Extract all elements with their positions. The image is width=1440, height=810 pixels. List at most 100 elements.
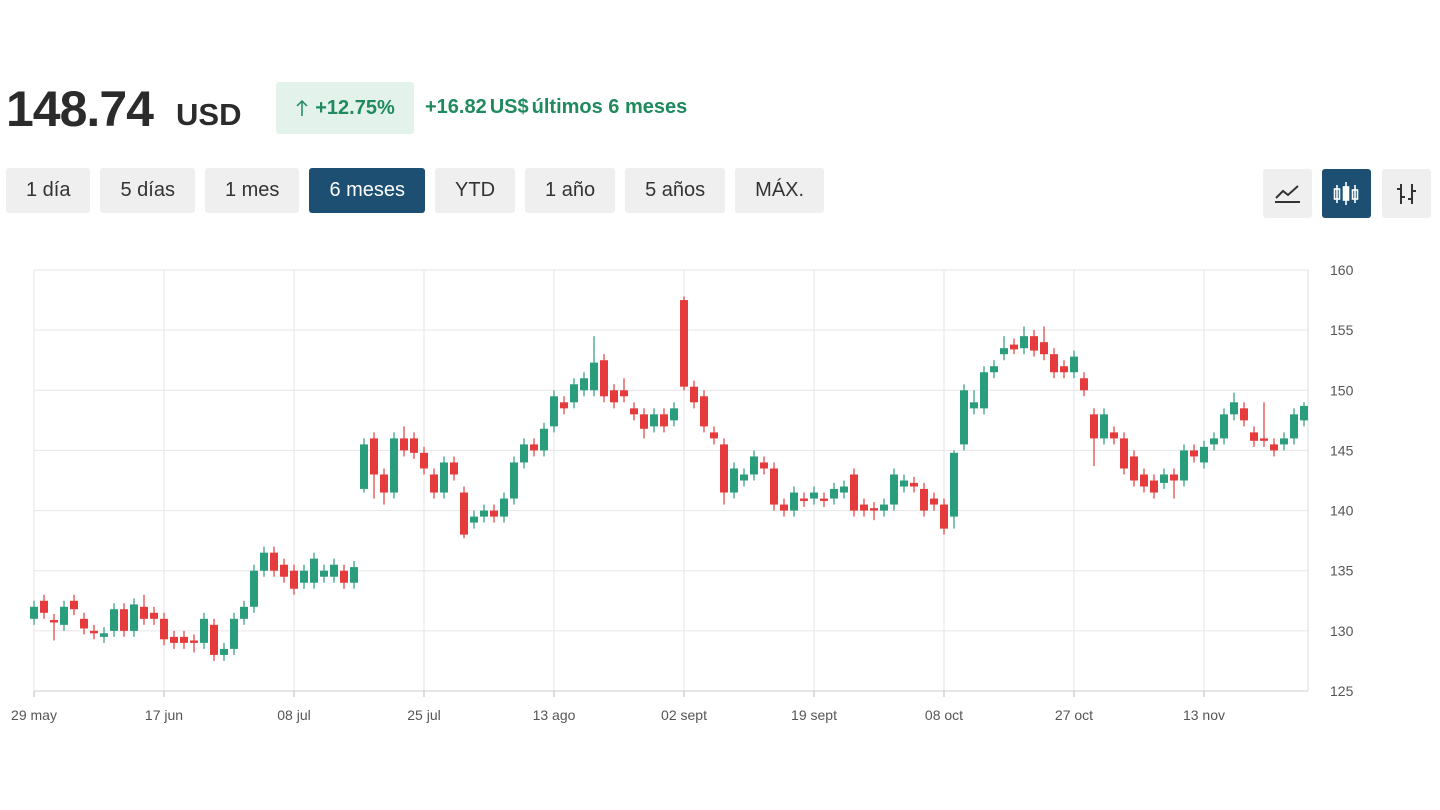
y-tick-label: 140 [1330,503,1354,519]
candle-body [940,504,948,529]
candle-body [1290,414,1298,439]
candle-body [610,390,618,403]
candle-body [540,428,548,451]
candle-body [550,396,558,427]
candle-body [430,474,438,493]
y-tick-label: 135 [1330,563,1354,579]
candle-body [600,360,608,397]
candle-body [480,510,488,517]
y-tick-label: 160 [1330,262,1354,278]
candle-body [380,474,388,493]
candle-body [230,618,238,649]
candle-body [1280,438,1288,445]
range-button[interactable]: 5 días [100,168,195,213]
range-button[interactable]: 5 años [625,168,726,213]
candle-body [400,438,408,451]
up-arrow-icon [296,99,308,116]
x-tick-label: 08 jul [277,707,310,723]
y-tick-label: 125 [1330,683,1354,699]
candle-body [560,402,568,409]
candle-body [880,504,888,511]
candle-body [1090,414,1098,439]
candle-body [220,648,228,655]
candle-body [110,609,118,631]
ohlc-chart-button[interactable] [1382,169,1431,218]
range-button[interactable]: 1 mes [204,168,300,213]
candle-body [280,564,288,577]
candle-body [1240,408,1248,421]
candle-body [980,372,988,409]
candle-body [270,552,278,571]
change-abs: +16.82 US$ últimos 6 meses [425,96,690,119]
candle-body [460,492,468,535]
candle-body [30,606,38,619]
candle-body [1120,438,1128,469]
candle-body [290,570,298,589]
range-button[interactable]: YTD [435,168,516,213]
candle-body [100,633,108,637]
candle-body [340,570,348,583]
candle-body [1160,474,1168,483]
candle-body [760,462,768,469]
y-tick-label: 150 [1330,382,1354,398]
candle-body [680,300,688,387]
candle-body [850,474,858,511]
candle-body [570,384,578,403]
candle-body [320,570,328,577]
candle-body [150,612,158,619]
range-button[interactable]: 6 meses [309,168,426,213]
candle-body [1260,438,1268,441]
candle-body [810,492,818,499]
x-tick-label: 08 oct [925,707,963,723]
candle-body [410,438,418,453]
candle-body [50,620,58,623]
candle-body [690,386,698,403]
candle-body [720,444,728,493]
range-button[interactable]: 1 año [525,168,616,213]
candle-body [830,488,838,499]
candle-body [630,408,638,415]
x-tick-label: 17 jun [145,707,183,723]
x-tick-label: 29 may [11,707,57,723]
candle-body [1050,354,1058,373]
candle-body [870,508,878,511]
candle-body [650,414,658,427]
candle-body [1180,450,1188,481]
candle-body [1300,405,1308,421]
candle-body [170,636,178,643]
candle-body [420,452,428,469]
candle-body [240,606,248,619]
candle-chart-button[interactable] [1322,169,1371,218]
candle-body [1110,432,1118,439]
candle-body [350,567,358,583]
candle-body [840,486,848,493]
candle-body [620,390,628,397]
candle-body [470,516,478,523]
candle-body [1230,402,1238,415]
candle-body [1040,342,1048,355]
x-tick-label: 27 oct [1055,707,1093,723]
candle-body [160,618,168,640]
candle-body [180,636,188,643]
x-tick-label: 13 ago [533,707,576,723]
x-tick-label: 02 sept [661,707,707,723]
currency: USD [176,97,242,132]
range-button[interactable]: MÁX. [735,168,825,213]
candle-body [960,390,968,445]
candle-body [1130,456,1138,481]
range-buttons: 1 día 5 días 1 mes 6 meses YTD 1 año 5 años MÁX… [6,168,825,213]
candle-body [1080,378,1088,391]
change-badge: +12.75% [276,82,414,134]
line-chart-button[interactable] [1263,169,1312,218]
candle-body [360,444,368,489]
candle-body [740,474,748,481]
candle-body [260,552,268,571]
candle-body [500,498,508,517]
range-button[interactable]: 1 día [6,168,91,213]
candle-body [1270,444,1278,451]
candle-body [140,606,148,619]
candle-body [530,444,538,451]
candle-body [990,366,998,373]
candle-body [1020,336,1028,349]
